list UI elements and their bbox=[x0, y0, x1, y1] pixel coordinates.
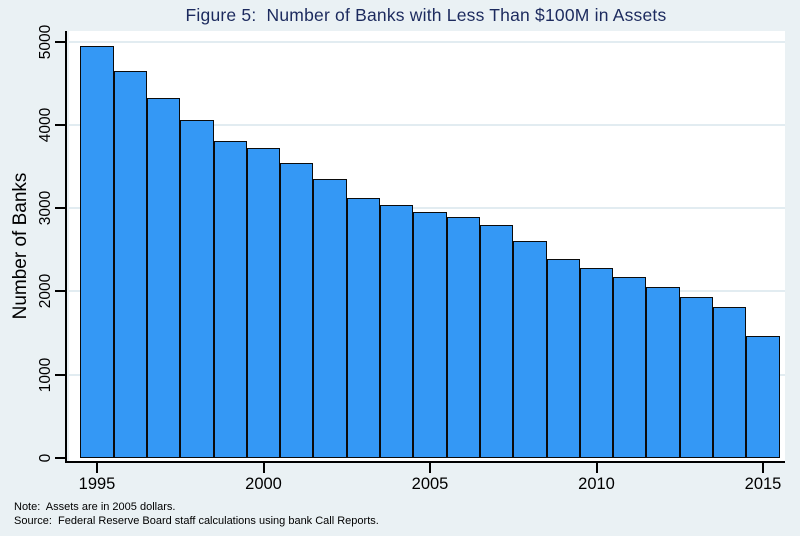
y-tick-label-2000: 2000 bbox=[37, 274, 54, 309]
bar-2010 bbox=[579, 268, 614, 458]
note-text: Note: Assets are in 2005 dollars. bbox=[14, 501, 176, 513]
x-tick-label-2015: 2015 bbox=[744, 475, 782, 493]
y-tick-mark-5000 bbox=[55, 40, 65, 43]
y-axis-title: Number of Banks bbox=[10, 172, 31, 320]
gridline-3000 bbox=[69, 207, 785, 210]
bar-2001 bbox=[280, 163, 314, 458]
bar-2007 bbox=[479, 224, 514, 458]
bar-2003 bbox=[346, 198, 381, 458]
y-tick-label-0: 0 bbox=[37, 453, 54, 463]
bar-2004 bbox=[380, 204, 414, 458]
x-tick-mark-2015 bbox=[762, 463, 764, 473]
bar-2005 bbox=[413, 212, 447, 458]
y-tick-mark-0 bbox=[55, 457, 65, 459]
x-tick-label-2005: 2005 bbox=[411, 475, 449, 493]
y-tick-label-4000: 4000 bbox=[37, 107, 54, 143]
x-tick-label-1995: 1995 bbox=[78, 475, 116, 493]
chart-title: Figure 5: Number of Banks with Less Than… bbox=[185, 5, 667, 25]
bar-2008 bbox=[513, 240, 547, 458]
x-tick-mark-2000 bbox=[262, 463, 265, 473]
y-tick-label-1000: 1000 bbox=[37, 357, 54, 392]
bar-1997 bbox=[146, 98, 181, 458]
x-tick-label-2000: 2000 bbox=[245, 475, 282, 493]
y-axis-line bbox=[65, 31, 67, 463]
bar-2009 bbox=[546, 258, 580, 458]
bar-2006 bbox=[446, 217, 480, 458]
gridline-5000 bbox=[69, 40, 785, 43]
bar-2011 bbox=[613, 277, 647, 458]
y-tick-mark-1000 bbox=[55, 373, 65, 376]
y-tick-label-3000: 3000 bbox=[37, 190, 54, 226]
bar-1999 bbox=[213, 140, 247, 458]
x-tick-mark-2010 bbox=[595, 463, 598, 473]
bar-1998 bbox=[180, 119, 214, 458]
y-tick-mark-4000 bbox=[55, 123, 65, 126]
bar-2012 bbox=[646, 287, 680, 458]
y-tick-mark-3000 bbox=[55, 207, 65, 210]
source-text: Source: Federal Reserve Board staff calc… bbox=[14, 515, 379, 527]
bar-2002 bbox=[313, 178, 347, 458]
bar-2015 bbox=[746, 335, 780, 458]
bar-2000 bbox=[246, 148, 281, 458]
gridline-4000 bbox=[69, 123, 785, 126]
x-tick-mark-1995 bbox=[96, 463, 98, 473]
y-tick-mark-2000 bbox=[55, 290, 65, 293]
bar-1995 bbox=[80, 45, 114, 458]
x-tick-label-2010: 2010 bbox=[578, 475, 615, 493]
plot-area bbox=[69, 31, 785, 462]
bar-2013 bbox=[679, 297, 714, 458]
x-axis-line bbox=[65, 461, 785, 463]
bar-1996 bbox=[113, 71, 147, 458]
y-tick-label-5000: 5000 bbox=[37, 24, 54, 59]
bar-2014 bbox=[713, 307, 747, 458]
x-tick-mark-2005 bbox=[429, 463, 431, 473]
